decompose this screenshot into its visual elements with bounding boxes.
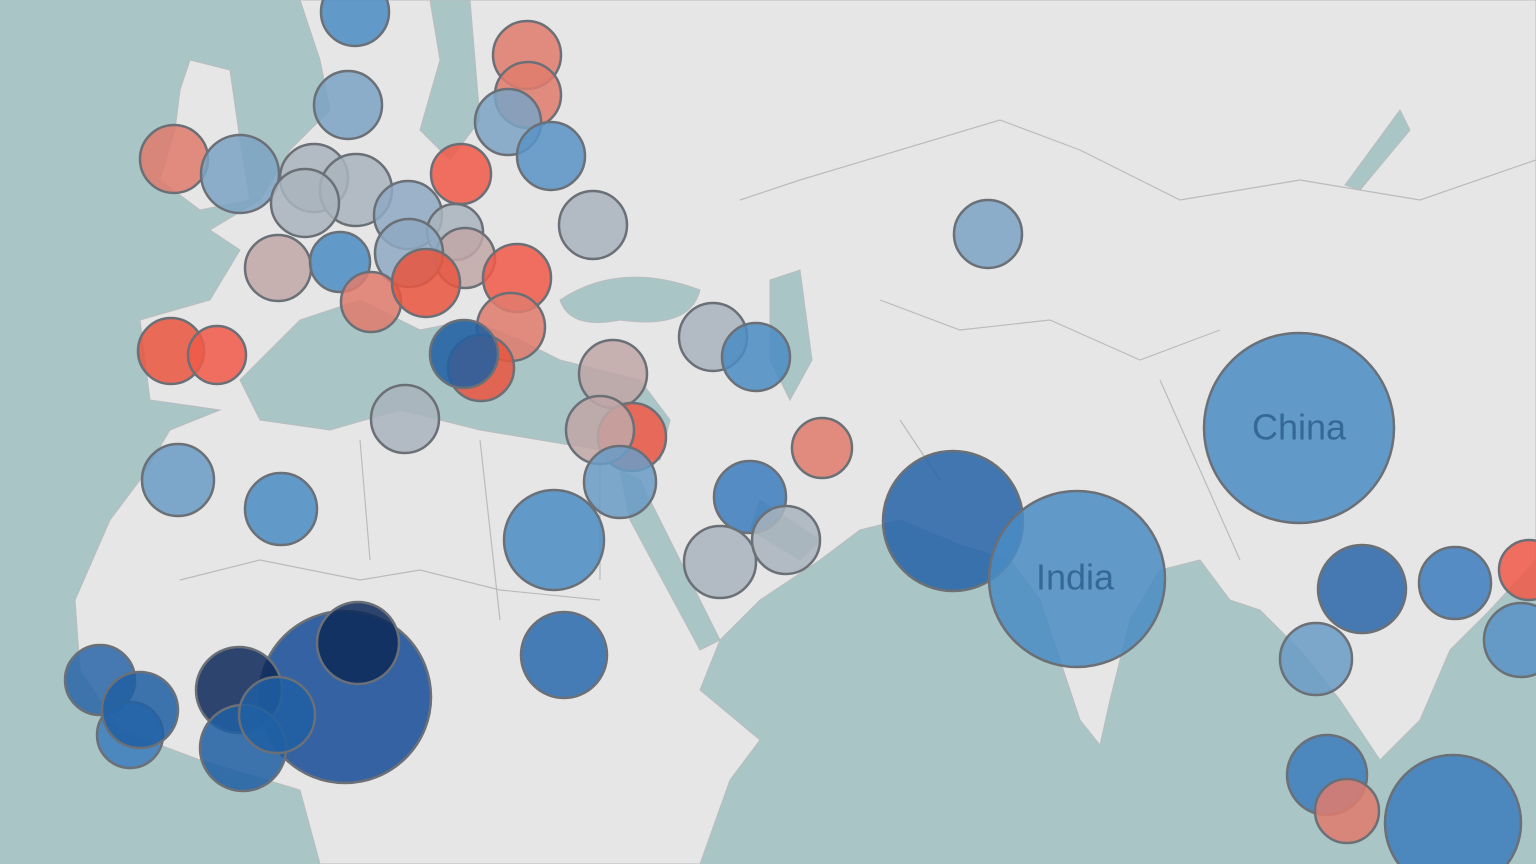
bubble (138, 123, 210, 195)
bubble (682, 524, 758, 600)
bubble (1497, 538, 1536, 602)
bubble (319, 0, 391, 48)
bubble (1316, 543, 1408, 635)
bubble (1202, 331, 1396, 525)
bubble (557, 189, 629, 261)
bubble (519, 610, 609, 700)
country-label: China (1252, 407, 1347, 448)
country-label: India (1036, 557, 1115, 598)
bubble (1278, 621, 1354, 697)
bubble (390, 247, 462, 319)
black-sea (559, 276, 701, 323)
bubble (199, 133, 281, 215)
bubble (987, 489, 1167, 669)
bubble (502, 488, 606, 592)
bubble (429, 142, 493, 206)
bubble (243, 233, 313, 303)
bubbles (63, 0, 1536, 864)
bubble (269, 167, 341, 239)
bubble (952, 198, 1024, 270)
bubble (369, 383, 441, 455)
bubble (186, 324, 248, 386)
bubble (140, 442, 216, 518)
bubble (1417, 545, 1493, 621)
bubble (582, 444, 658, 520)
bubble (750, 504, 822, 576)
bubble (1482, 601, 1536, 679)
bubble (237, 675, 317, 755)
bubble (312, 69, 384, 141)
bubble (243, 471, 319, 547)
bubble (720, 321, 792, 393)
bubble (100, 670, 180, 750)
borders (179, 119, 1536, 621)
bubble (1313, 777, 1381, 845)
bubble (1383, 753, 1523, 864)
bubble (428, 318, 500, 390)
bubble (315, 600, 401, 686)
bubble (790, 416, 854, 480)
bubble (515, 120, 587, 192)
